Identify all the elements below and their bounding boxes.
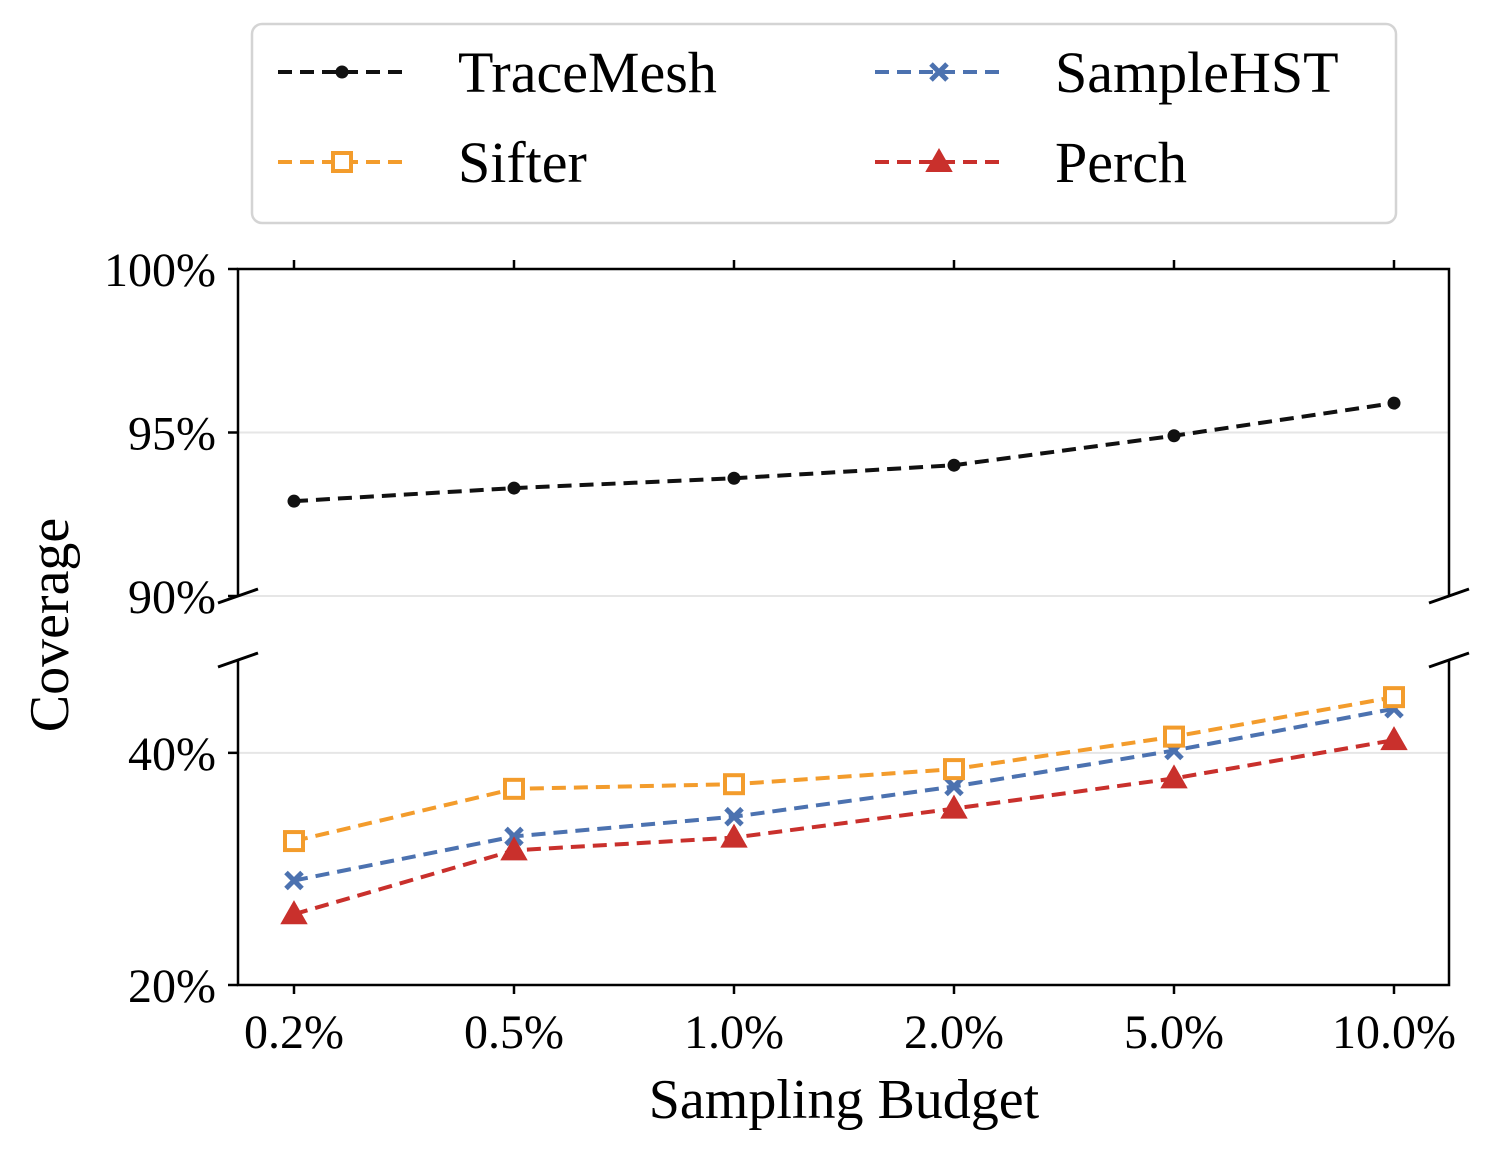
legend-label-perch: Perch [1055,130,1187,195]
x-axis-label: Sampling Budget [649,1069,1040,1131]
point-perch-0 [280,900,308,925]
legend: TraceMesh Sifter SampleHST Perch [250,22,1398,225]
point-sifter-4 [1163,725,1185,748]
legend-item-perch: Perch [875,130,1187,195]
legend-label-samplehst: SampleHST [1055,40,1339,105]
series-samplehst [284,698,1404,891]
legend-frame [250,22,1398,225]
point-tracemesh-1 [507,481,521,495]
legend-item-sifter: Sifter [278,130,587,195]
point-tracemesh-0 [287,494,301,508]
legend-label-sifter: Sifter [458,130,587,195]
point-tracemesh-5 [1387,396,1401,410]
series-line-samplehst [293,706,1395,883]
point-perch-3 [940,794,968,819]
point-perch-4 [1160,764,1188,789]
legend-label-tracemesh: TraceMesh [458,40,717,105]
legend-marker-samplehst [929,62,949,82]
grid-layer [238,268,1449,986]
xtick-label-0: 0.2% [244,1006,344,1059]
legend-item-samplehst: SampleHST [875,40,1339,105]
series-line-perch [293,738,1395,917]
xtick-label-2: 1.0% [684,1006,784,1059]
point-tracemesh-3 [947,458,961,472]
y-axis-label: Coverage [19,518,81,733]
series-tracemesh [287,396,1401,508]
xtick-label-5: 10.0% [1332,1006,1456,1059]
bottom-ytick-label-1: 40% [128,728,216,781]
xtick-label-1: 0.5% [464,1006,564,1059]
series-layer [280,396,1408,925]
legend-marker-tracemesh [335,65,349,79]
legend-marker-perch [925,147,953,172]
series-line-sifter [293,695,1395,844]
break-mark-bottom-right [1428,651,1470,669]
point-perch-5 [1380,726,1408,751]
bottom-ytick-label-0: 20% [128,960,216,1013]
series-sifter [283,686,1405,853]
point-tracemesh-2 [727,471,741,485]
point-sifter-5 [1383,686,1405,709]
point-samplehst-3 [944,776,964,797]
point-sifter-0 [283,830,305,853]
series-line-tracemesh [293,401,1395,504]
break-mark-top-right [1428,587,1470,605]
top-ytick-label-1: 95% [128,408,216,461]
series-perch [280,726,1408,925]
top-ytick-label-2: 100% [104,244,216,297]
axes-layer: 90% 95% 100% 20% 40% 0.2% 0.5% 1.0% 2.0% 5.0% 10.0… [104,244,1470,1059]
point-tracemesh-4 [1167,429,1181,443]
point-perch-1 [500,836,528,861]
legend-marker-sifter [331,151,353,173]
point-perch-2 [720,823,748,848]
point-samplehst-0 [284,870,304,891]
xtick-label-3: 2.0% [904,1006,1004,1059]
point-sifter-3 [943,758,965,781]
top-ytick-label-0: 90% [128,571,216,624]
xtick-label-4: 5.0% [1124,1006,1224,1059]
bottom-panel-frame [236,660,1451,987]
break-mark-bottom-left [217,651,259,669]
point-sifter-2 [723,773,745,796]
point-samplehst-2 [724,806,744,827]
point-sifter-1 [503,777,525,800]
legend-item-tracemesh: TraceMesh [278,40,717,105]
